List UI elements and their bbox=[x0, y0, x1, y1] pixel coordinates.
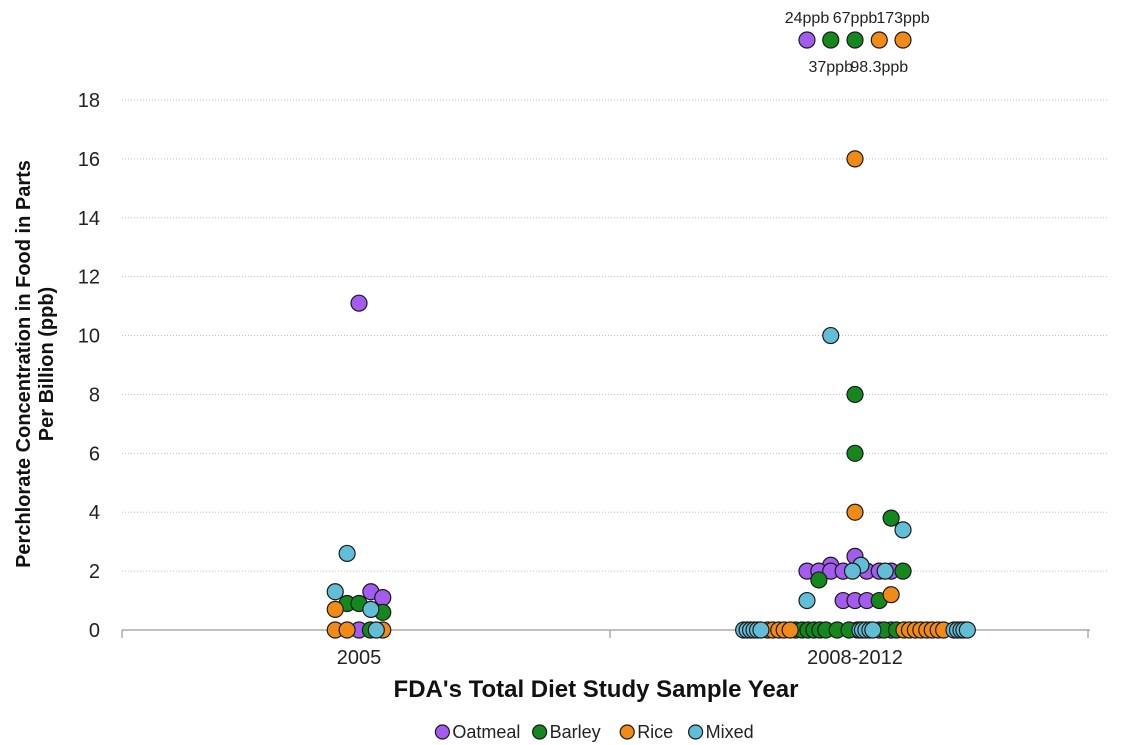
y-tick-label: 4 bbox=[89, 502, 100, 524]
legend-marker-rice bbox=[619, 724, 635, 740]
x-category-labels: 2005 2008-2012 bbox=[337, 647, 903, 669]
off-scale-label: 173ppb bbox=[876, 10, 929, 27]
y-axis-title-line-1: Perchlorate Concentration in Food in Par… bbox=[13, 160, 35, 568]
off-scale-label: 98.3ppb bbox=[850, 59, 908, 76]
data-point-mixed bbox=[958, 621, 976, 639]
legend-marker-mixed bbox=[687, 724, 704, 740]
off-scale-point-oatmeal bbox=[798, 31, 816, 49]
data-point-barley bbox=[846, 385, 864, 404]
off-scale-point-rice bbox=[894, 31, 912, 49]
y-axis-title-line-2: Per Billion (ppb) bbox=[36, 287, 58, 441]
y-tick-label: 6 bbox=[89, 443, 100, 465]
y-tick-label: 8 bbox=[89, 384, 100, 406]
legend-label-rice: Rice bbox=[637, 722, 673, 742]
legend-marker-barley bbox=[531, 724, 548, 740]
data-point-barley bbox=[846, 444, 864, 462]
data-point-oatmeal bbox=[350, 294, 368, 312]
data-point-mixed bbox=[864, 621, 882, 639]
x-category-label-2008-2012: 2008-2012 bbox=[807, 647, 903, 669]
data-point-rice bbox=[882, 586, 900, 604]
data-point-barley bbox=[894, 562, 912, 580]
y-tick-label: 12 bbox=[78, 267, 100, 289]
off-scale-point-barley bbox=[822, 31, 840, 49]
data-point-rice bbox=[846, 150, 864, 168]
data-point-mixed bbox=[822, 326, 840, 345]
legend: Oatmeal Barley Rice Mixed bbox=[434, 722, 754, 742]
off-scale-point-barley bbox=[846, 31, 864, 49]
legend-label-oatmeal: Oatmeal bbox=[452, 722, 520, 742]
data-point-oatmeal bbox=[374, 589, 392, 607]
x-category-label-2005: 2005 bbox=[337, 647, 382, 669]
data-point-mixed bbox=[798, 591, 816, 610]
data-point-mixed bbox=[876, 562, 894, 580]
off-scale-annotations: 24ppb 37ppb 67ppb 98.3ppb 173ppb bbox=[785, 10, 930, 76]
gridlines bbox=[122, 99, 1108, 572]
data-point-mixed bbox=[843, 562, 862, 580]
data-point-mixed bbox=[752, 621, 770, 639]
y-tick-label: 14 bbox=[78, 208, 100, 230]
data-point-mixed bbox=[362, 600, 380, 618]
y-tick-labels: 0 2 4 6 8 10 12 14 16 18 bbox=[78, 90, 100, 642]
data-point-mixed bbox=[367, 621, 385, 639]
off-scale-label: 67ppb bbox=[833, 10, 878, 27]
data-point-rice bbox=[781, 621, 799, 639]
y-tick-label: 2 bbox=[89, 561, 100, 583]
y-tick-label: 18 bbox=[78, 90, 100, 112]
data-point-barley bbox=[810, 571, 828, 589]
legend-label-mixed: Mixed bbox=[706, 722, 754, 742]
data-point-mixed bbox=[338, 544, 356, 563]
y-tick-label: 0 bbox=[89, 620, 100, 642]
off-scale-label: 24ppb bbox=[785, 10, 830, 27]
x-axis-title: FDA's Total Diet Study Sample Year bbox=[394, 676, 799, 703]
y-tick-label: 16 bbox=[78, 149, 100, 171]
off-scale-label: 37ppb bbox=[808, 59, 853, 76]
legend-label-barley: Barley bbox=[550, 722, 601, 742]
data-point-barley bbox=[882, 509, 900, 527]
data-point-rice bbox=[326, 600, 344, 618]
off-scale-point-rice bbox=[870, 31, 888, 49]
data-point-mixed bbox=[894, 521, 912, 539]
legend-marker-oatmeal bbox=[434, 724, 450, 740]
data-point-rice bbox=[338, 621, 356, 639]
y-tick-label: 10 bbox=[78, 326, 100, 348]
data-point-mixed bbox=[326, 583, 344, 601]
data-points bbox=[326, 150, 976, 639]
data-point-rice bbox=[846, 503, 864, 521]
